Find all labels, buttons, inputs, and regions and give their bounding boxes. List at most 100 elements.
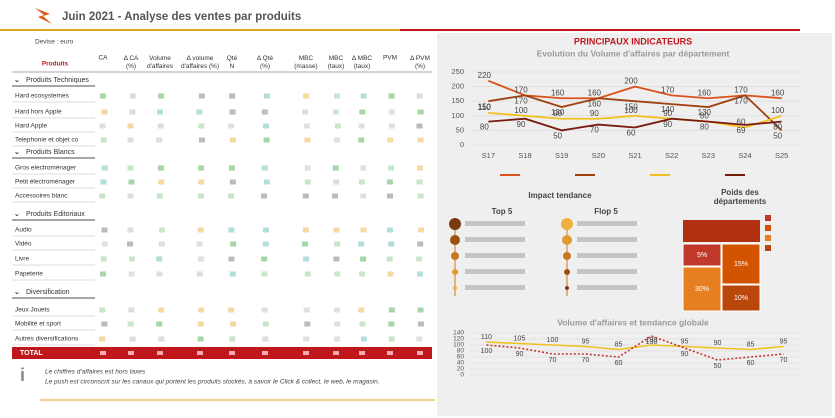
treemap-legend	[765, 225, 771, 231]
blurred-cell	[360, 93, 367, 99]
blurred-cell	[197, 227, 204, 233]
blurred-cell	[157, 123, 164, 129]
blurred-cell	[127, 123, 134, 129]
data-label: 220	[478, 71, 492, 80]
chart-title: Evolution du Volume d'affaires par dépar…	[537, 48, 730, 58]
x-tick-label: S20	[592, 151, 605, 160]
blurred-cell	[101, 165, 108, 171]
x-tick-label: S24	[738, 151, 751, 160]
blurred-cell	[127, 241, 134, 247]
data-label: 100	[514, 106, 528, 115]
blurred-cell	[228, 227, 235, 233]
panel-title: PRINCIPAUX INDICATEURS	[574, 36, 692, 46]
blurred-cell	[196, 109, 203, 115]
blurred-label	[577, 269, 637, 274]
chart-title: Volume d'affaires et tendance globale	[557, 317, 709, 327]
total-cell	[157, 351, 163, 355]
blurred-cell	[158, 307, 165, 313]
row-label: Petit électroménager	[15, 179, 76, 186]
y-tick-label: 40	[457, 360, 465, 367]
series-line	[486, 341, 784, 351]
y-tick-label: 120	[453, 336, 464, 343]
info-icon: i	[20, 365, 25, 385]
impact-dot	[563, 252, 571, 260]
x-tick-label: S17	[482, 151, 495, 160]
data-label: 130	[698, 108, 712, 117]
blurred-cell	[196, 271, 203, 277]
y-tick-label: 100	[453, 342, 464, 349]
data-label: 170	[514, 96, 528, 105]
y-tick-label: 150	[451, 96, 464, 105]
title: Juin 2021 - Analyse des ventes par produ…	[62, 11, 301, 23]
data-label: 90	[516, 351, 524, 358]
data-label: 70	[780, 357, 788, 364]
data-label: 100	[771, 106, 785, 115]
group-chevron: ⌄	[14, 77, 20, 84]
row-label: Hard ecosystemes	[15, 93, 70, 100]
blurred-cell	[228, 123, 235, 129]
blurred-cell	[198, 165, 205, 171]
blurred-cell	[334, 271, 341, 277]
data-label: 170	[514, 85, 528, 94]
y-tick-label: 80	[457, 348, 465, 355]
blurred-cell	[304, 321, 311, 327]
blurred-cell	[127, 137, 134, 143]
total-cell	[417, 351, 423, 355]
y-tick-label: 200	[451, 82, 464, 91]
series-line	[486, 335, 784, 361]
total-cell	[128, 351, 134, 355]
y-tick-label: 0	[460, 140, 464, 149]
blurred-cell	[388, 165, 395, 171]
note: Le chiffres d'affaires est hors taxes	[45, 369, 146, 376]
data-label: 110	[478, 103, 491, 112]
blurred-cell	[230, 321, 237, 327]
top-title: Top 5	[492, 207, 513, 216]
blurred-cell	[99, 123, 106, 129]
series-line	[488, 117, 782, 132]
group-chevron: ⌄	[14, 289, 20, 296]
data-label: 80	[700, 123, 709, 132]
data-label: 70	[590, 126, 599, 135]
blurred-cell	[261, 193, 268, 199]
blurred-cell	[230, 241, 237, 247]
blurred-cell	[100, 137, 107, 143]
data-label: 70	[549, 357, 557, 364]
blurred-cell	[198, 137, 205, 143]
blurred-cell	[334, 241, 341, 247]
data-label: 80	[700, 112, 709, 121]
treemap-label: 10%	[734, 295, 748, 302]
row-label: Livre	[15, 256, 29, 263]
currency: Devise : euro	[35, 39, 74, 46]
data-label: 80	[773, 123, 782, 132]
blurred-cell	[229, 179, 236, 185]
blurred-cell	[157, 165, 164, 171]
data-label: 160	[588, 88, 602, 97]
blurred-cell	[360, 336, 367, 342]
blurred-cell	[388, 241, 395, 247]
blurred-cell	[334, 321, 341, 327]
blurred-cell	[417, 321, 424, 327]
blurred-cell	[127, 193, 134, 199]
blurred-cell	[416, 336, 423, 342]
blurred-cell	[198, 93, 205, 99]
data-label: 170	[734, 96, 748, 105]
blurred-cell	[228, 193, 235, 199]
blurred-cell	[101, 109, 108, 115]
blurred-cell	[263, 123, 270, 129]
blurred-cell	[304, 179, 311, 185]
treemap-cell	[682, 266, 722, 312]
blurred-cell	[388, 123, 395, 129]
data-label: 95	[681, 338, 689, 345]
blurred-cell	[156, 271, 163, 277]
blurred-cell	[416, 165, 423, 171]
data-label: 60	[747, 360, 755, 367]
blurred-cell	[333, 227, 340, 233]
row-label: Hard Apple	[15, 123, 48, 130]
y-tick-label: 50	[456, 125, 464, 134]
column-header: Qté N	[227, 55, 238, 70]
blurred-cell	[386, 179, 393, 185]
blurred-cell	[333, 137, 340, 143]
total-cell	[262, 351, 268, 355]
blurred-cell	[334, 123, 341, 129]
blurred-cell	[156, 256, 163, 262]
